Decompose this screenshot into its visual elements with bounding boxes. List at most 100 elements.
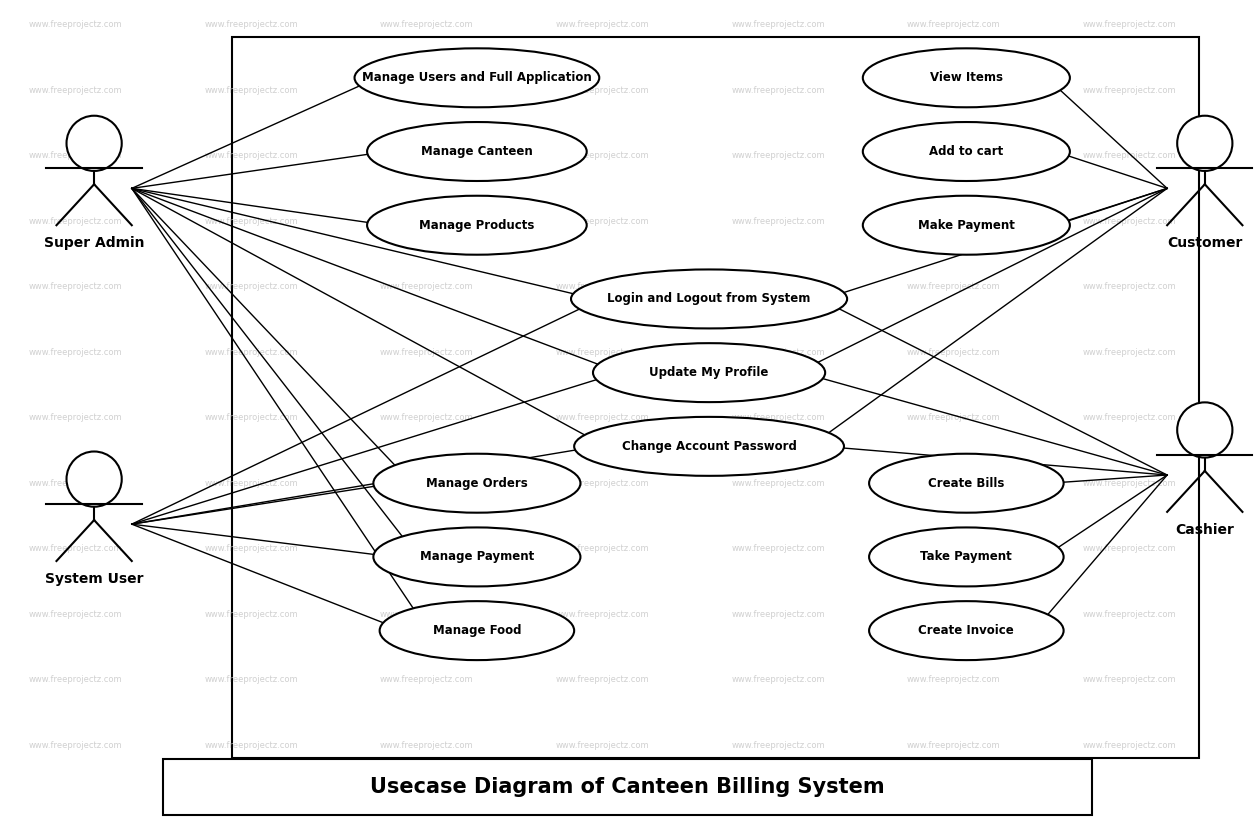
Ellipse shape bbox=[366, 196, 587, 255]
Text: www.freeprojectz.com: www.freeprojectz.com bbox=[1083, 741, 1176, 749]
Text: www.freeprojectz.com: www.freeprojectz.com bbox=[205, 741, 297, 749]
Text: www.freeprojectz.com: www.freeprojectz.com bbox=[556, 741, 649, 749]
Text: www.freeprojectz.com: www.freeprojectz.com bbox=[556, 676, 649, 684]
Text: www.freeprojectz.com: www.freeprojectz.com bbox=[556, 348, 649, 356]
Text: www.freeprojectz.com: www.freeprojectz.com bbox=[556, 545, 649, 553]
FancyBboxPatch shape bbox=[163, 759, 1092, 815]
Ellipse shape bbox=[379, 601, 575, 660]
Ellipse shape bbox=[354, 48, 600, 107]
Text: www.freeprojectz.com: www.freeprojectz.com bbox=[732, 676, 825, 684]
Text: Manage Food: Manage Food bbox=[433, 624, 521, 637]
Text: www.freeprojectz.com: www.freeprojectz.com bbox=[732, 479, 825, 487]
Text: www.freeprojectz.com: www.freeprojectz.com bbox=[29, 283, 122, 291]
Text: www.freeprojectz.com: www.freeprojectz.com bbox=[1083, 676, 1176, 684]
Text: Create Bills: Create Bills bbox=[929, 477, 1004, 490]
Text: www.freeprojectz.com: www.freeprojectz.com bbox=[732, 610, 825, 618]
Text: www.freeprojectz.com: www.freeprojectz.com bbox=[907, 741, 1000, 749]
Ellipse shape bbox=[868, 454, 1064, 513]
Text: www.freeprojectz.com: www.freeprojectz.com bbox=[907, 86, 1000, 94]
Text: www.freeprojectz.com: www.freeprojectz.com bbox=[1083, 283, 1176, 291]
Text: www.freeprojectz.com: www.freeprojectz.com bbox=[29, 348, 122, 356]
Text: www.freeprojectz.com: www.freeprojectz.com bbox=[205, 283, 297, 291]
Text: www.freeprojectz.com: www.freeprojectz.com bbox=[1083, 152, 1176, 160]
Text: www.freeprojectz.com: www.freeprojectz.com bbox=[732, 217, 825, 225]
Text: Customer: Customer bbox=[1167, 236, 1242, 250]
Text: www.freeprojectz.com: www.freeprojectz.com bbox=[29, 610, 122, 618]
Text: www.freeprojectz.com: www.freeprojectz.com bbox=[732, 414, 825, 422]
Text: Manage Products: Manage Products bbox=[419, 219, 535, 232]
Text: www.freeprojectz.com: www.freeprojectz.com bbox=[205, 152, 297, 160]
Text: www.freeprojectz.com: www.freeprojectz.com bbox=[732, 545, 825, 553]
Text: www.freeprojectz.com: www.freeprojectz.com bbox=[1083, 217, 1176, 225]
FancyBboxPatch shape bbox=[232, 37, 1199, 758]
Text: www.freeprojectz.com: www.freeprojectz.com bbox=[907, 348, 1000, 356]
Text: www.freeprojectz.com: www.freeprojectz.com bbox=[1083, 86, 1176, 94]
Text: www.freeprojectz.com: www.freeprojectz.com bbox=[907, 610, 1000, 618]
Text: www.freeprojectz.com: www.freeprojectz.com bbox=[205, 545, 297, 553]
Text: www.freeprojectz.com: www.freeprojectz.com bbox=[29, 545, 122, 553]
Text: www.freeprojectz.com: www.freeprojectz.com bbox=[1083, 414, 1176, 422]
Text: www.freeprojectz.com: www.freeprojectz.com bbox=[205, 86, 297, 94]
Text: www.freeprojectz.com: www.freeprojectz.com bbox=[380, 414, 473, 422]
Text: www.freeprojectz.com: www.freeprojectz.com bbox=[380, 283, 473, 291]
Text: www.freeprojectz.com: www.freeprojectz.com bbox=[732, 283, 825, 291]
Text: www.freeprojectz.com: www.freeprojectz.com bbox=[907, 545, 1000, 553]
Text: www.freeprojectz.com: www.freeprojectz.com bbox=[1083, 479, 1176, 487]
Text: www.freeprojectz.com: www.freeprojectz.com bbox=[380, 610, 473, 618]
Text: www.freeprojectz.com: www.freeprojectz.com bbox=[380, 348, 473, 356]
Text: www.freeprojectz.com: www.freeprojectz.com bbox=[380, 86, 473, 94]
Text: www.freeprojectz.com: www.freeprojectz.com bbox=[1083, 610, 1176, 618]
Ellipse shape bbox=[1177, 115, 1232, 171]
Text: www.freeprojectz.com: www.freeprojectz.com bbox=[380, 152, 473, 160]
Text: Usecase Diagram of Canteen Billing System: Usecase Diagram of Canteen Billing Syste… bbox=[370, 777, 885, 797]
Text: www.freeprojectz.com: www.freeprojectz.com bbox=[380, 676, 473, 684]
Text: www.freeprojectz.com: www.freeprojectz.com bbox=[556, 283, 649, 291]
Text: www.freeprojectz.com: www.freeprojectz.com bbox=[556, 414, 649, 422]
Text: www.freeprojectz.com: www.freeprojectz.com bbox=[907, 152, 1000, 160]
Text: www.freeprojectz.com: www.freeprojectz.com bbox=[907, 676, 1000, 684]
Ellipse shape bbox=[592, 343, 826, 402]
Text: www.freeprojectz.com: www.freeprojectz.com bbox=[205, 479, 297, 487]
Ellipse shape bbox=[863, 122, 1069, 181]
Text: www.freeprojectz.com: www.freeprojectz.com bbox=[907, 479, 1000, 487]
Ellipse shape bbox=[571, 269, 847, 328]
Text: www.freeprojectz.com: www.freeprojectz.com bbox=[29, 676, 122, 684]
Text: Create Invoice: Create Invoice bbox=[919, 624, 1014, 637]
Text: Manage Users and Full Application: Manage Users and Full Application bbox=[361, 71, 592, 84]
Text: www.freeprojectz.com: www.freeprojectz.com bbox=[907, 283, 1000, 291]
Text: www.freeprojectz.com: www.freeprojectz.com bbox=[556, 479, 649, 487]
Text: www.freeprojectz.com: www.freeprojectz.com bbox=[556, 217, 649, 225]
Text: www.freeprojectz.com: www.freeprojectz.com bbox=[29, 741, 122, 749]
Ellipse shape bbox=[868, 527, 1064, 586]
Ellipse shape bbox=[374, 527, 580, 586]
Text: www.freeprojectz.com: www.freeprojectz.com bbox=[29, 152, 122, 160]
Text: Update My Profile: Update My Profile bbox=[649, 366, 769, 379]
Text: Cashier: Cashier bbox=[1176, 523, 1234, 536]
Ellipse shape bbox=[374, 454, 580, 513]
Text: Take Payment: Take Payment bbox=[920, 550, 1013, 563]
Text: www.freeprojectz.com: www.freeprojectz.com bbox=[29, 479, 122, 487]
Text: www.freeprojectz.com: www.freeprojectz.com bbox=[205, 610, 297, 618]
Ellipse shape bbox=[366, 122, 587, 181]
Text: www.freeprojectz.com: www.freeprojectz.com bbox=[380, 545, 473, 553]
Text: www.freeprojectz.com: www.freeprojectz.com bbox=[29, 86, 122, 94]
Text: www.freeprojectz.com: www.freeprojectz.com bbox=[205, 217, 297, 225]
Text: www.freeprojectz.com: www.freeprojectz.com bbox=[556, 20, 649, 29]
Ellipse shape bbox=[67, 115, 122, 171]
Text: www.freeprojectz.com: www.freeprojectz.com bbox=[1083, 348, 1176, 356]
Text: Manage Payment: Manage Payment bbox=[419, 550, 535, 563]
Text: www.freeprojectz.com: www.freeprojectz.com bbox=[205, 676, 297, 684]
Text: www.freeprojectz.com: www.freeprojectz.com bbox=[732, 152, 825, 160]
Text: www.freeprojectz.com: www.freeprojectz.com bbox=[907, 414, 1000, 422]
Text: Add to cart: Add to cart bbox=[929, 145, 1004, 158]
Text: www.freeprojectz.com: www.freeprojectz.com bbox=[380, 479, 473, 487]
Text: Make Payment: Make Payment bbox=[917, 219, 1015, 232]
Text: www.freeprojectz.com: www.freeprojectz.com bbox=[556, 152, 649, 160]
Text: www.freeprojectz.com: www.freeprojectz.com bbox=[205, 348, 297, 356]
Text: www.freeprojectz.com: www.freeprojectz.com bbox=[29, 20, 122, 29]
Text: Login and Logout from System: Login and Logout from System bbox=[607, 292, 811, 305]
Text: www.freeprojectz.com: www.freeprojectz.com bbox=[380, 741, 473, 749]
Text: www.freeprojectz.com: www.freeprojectz.com bbox=[205, 414, 297, 422]
Ellipse shape bbox=[863, 48, 1069, 107]
Ellipse shape bbox=[1177, 402, 1232, 458]
